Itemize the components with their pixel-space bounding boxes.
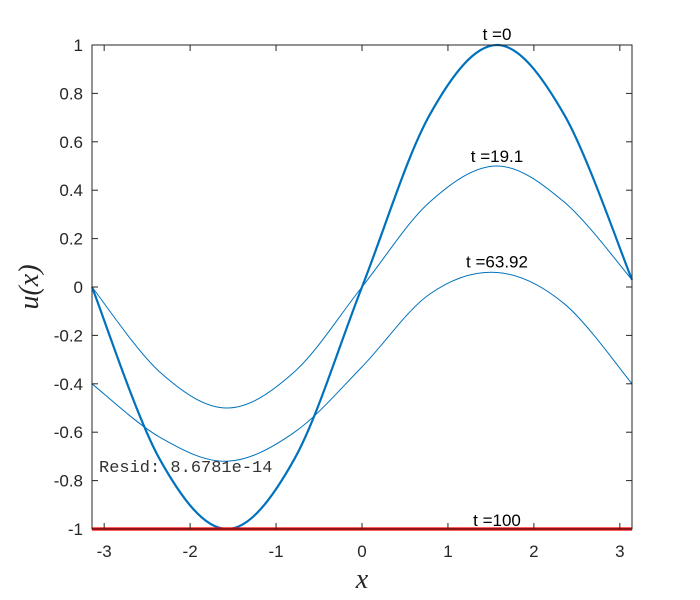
x-tick-label: 1 [443, 542, 452, 561]
y-tick-label: 0.8 [59, 84, 83, 103]
x-tick-label: -3 [97, 542, 112, 561]
y-axis-label: u(x) [14, 264, 45, 309]
resid-text: Resid: 8.6781e-14 [99, 459, 272, 478]
y-tick-label: -0.4 [54, 375, 83, 394]
x-tick-label: -1 [268, 542, 283, 561]
x-tick-label: 0 [357, 542, 366, 561]
series-annotation: t =100 [473, 511, 521, 530]
series-annotation: t =63.92 [466, 252, 528, 271]
y-tick-label: 0 [74, 278, 83, 297]
y-tick-label: -0.2 [54, 326, 83, 345]
series-line-1 [91, 165, 633, 409]
x-tick-label: 2 [529, 542, 538, 561]
x-axis-label: x [355, 564, 369, 595]
x-tick-label: 3 [615, 542, 624, 561]
y-tick-label: -1 [68, 520, 83, 539]
series-annotation: t =19.1 [471, 147, 523, 166]
y-tick-label: -0.6 [54, 423, 83, 442]
y-tick-label: 1 [74, 36, 83, 55]
y-tick-label: 0.4 [59, 181, 83, 200]
y-tick-label: 0.6 [59, 133, 83, 152]
y-tick-label: 0.2 [59, 230, 83, 249]
x-tick-label: -2 [183, 542, 198, 561]
y-tick-label: -0.8 [54, 472, 83, 491]
annotation-layer: t =0 t =19.1 t =63.92 t =100 [466, 25, 528, 530]
series-annotation: t =0 [483, 25, 512, 44]
series-line-2 [91, 271, 633, 462]
ticks-layer: -3 -2 -1 0 1 2 3 1 0.8 0.6 0.4 0.2 0 -0.2 -0.4 -0.6 -0.8… [54, 36, 632, 561]
